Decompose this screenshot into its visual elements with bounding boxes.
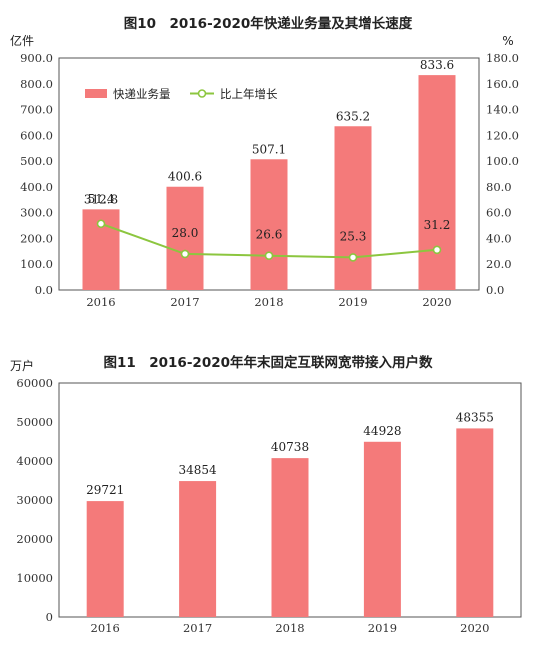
- chart2-left-tick-label: 30000: [16, 493, 53, 507]
- chart2-x-tick-label: 2018: [275, 621, 304, 635]
- chart1-growth-value-label: 31.2: [424, 218, 451, 232]
- chart2-x-tick-label: 2019: [368, 621, 397, 635]
- chart1-legend-bar-swatch: [85, 89, 107, 98]
- chart2-left-tick-label: 10000: [16, 571, 53, 585]
- chart2-bar: [179, 481, 217, 617]
- chart1-plot: 0.0 100.0 200.0 300.0 400.0 500.0 600.0 700.0 80…: [20, 51, 519, 309]
- chart1-x-tick-label: 2017: [170, 295, 199, 309]
- chart1-right-unit: %: [502, 34, 513, 48]
- chart1-left-tick-label: 700.0: [20, 103, 53, 117]
- chart2-bar-value-label: 44928: [363, 424, 401, 438]
- chart1-right-tick-label: 140.0: [486, 103, 519, 117]
- chart1-right-tick-label: 60.0: [486, 206, 512, 220]
- chart1-left-tick-label: 800.0: [20, 77, 53, 91]
- chart1-bar: [250, 159, 288, 290]
- chart2-plot: 0 10000 20000 30000 40000 50000 60000 29721 2016…: [16, 376, 522, 635]
- chart2-left-tick-label: 20000: [16, 532, 53, 546]
- chart2-left-tick-label: 60000: [16, 376, 53, 390]
- chart1-bar: [334, 126, 372, 290]
- chart2-x-tick-label: 2020: [460, 621, 489, 635]
- chart2-left-unit: 万户: [10, 358, 34, 373]
- chart1-left-tick-label: 0.0: [35, 283, 53, 297]
- chart1-right-tick-label: 100.0: [486, 154, 519, 168]
- chart1-bar: [166, 186, 204, 290]
- chart1-right-tick-label: 20.0: [486, 257, 512, 271]
- chart2-bar: [86, 501, 124, 617]
- chart1-right-tick-label: 80.0: [486, 180, 512, 194]
- chart1-growth-value-label: 28.0: [172, 226, 199, 240]
- chart2-bar-value-label: 34854: [179, 463, 218, 477]
- chart1-x-tick-label: 2019: [338, 295, 367, 309]
- chart2-bar: [363, 441, 401, 617]
- chart2-title: 图11 2016-2020年年末固定互联网宽带接入用户数: [103, 354, 433, 371]
- chart1-growth-point: [180, 249, 190, 259]
- chart1-left-tick-label: 100.0: [20, 257, 53, 271]
- chart1-growth-point: [348, 253, 358, 262]
- chart1-left-tick-label: 200.0: [20, 231, 53, 245]
- chart1-right-tick-label: 0.0: [486, 283, 504, 297]
- chart1-legend-line-marker: [197, 89, 207, 98]
- chart2-x-tick-label: 2016: [91, 621, 120, 635]
- chart2-bar: [271, 458, 309, 617]
- chart1-right-tick-label: 180.0: [486, 51, 519, 65]
- chart1-bar-value-label: 833.6: [420, 58, 454, 72]
- chart2-bar-value-label: 40738: [271, 440, 309, 454]
- chart1-title: 图10 2016-2020年快递业务量及其增长速度: [124, 15, 413, 32]
- chart1-growth-point: [96, 219, 106, 229]
- chart2-left-tick-label: 40000: [16, 454, 53, 468]
- chart1-left-tick-label: 600.0: [20, 128, 53, 142]
- chart1-left-unit: 亿件: [10, 33, 34, 48]
- chart1-bar-value-label: 400.6: [168, 170, 202, 184]
- chart1-bar-value-label: 635.2: [336, 109, 370, 123]
- chart1-growth-value-label: 26.6: [256, 228, 283, 242]
- chart1-bar-value-label: 507.1: [252, 142, 286, 156]
- chart2-bar-value-label: 48355: [456, 410, 494, 424]
- chart1-right-tick-label: 120.0: [486, 128, 519, 142]
- chart1-left-tick-label: 900.0: [20, 51, 53, 65]
- chart1-growth-value-label: 51.4: [88, 192, 115, 206]
- chart2-bar: [456, 428, 494, 617]
- chart2-x-tick-label: 2017: [183, 621, 212, 635]
- chart1-legend-bar-label: 快递业务量: [113, 87, 171, 101]
- chart1-left-tick-label: 500.0: [20, 154, 53, 168]
- chart1-left-tick-label: 400.0: [20, 180, 53, 194]
- chart1-growth-value-label: 25.3: [340, 229, 367, 243]
- chart2-left-tick-label: 0: [46, 610, 53, 624]
- chart1-x-tick-label: 2020: [422, 295, 451, 309]
- chart2-left-tick-label: 50000: [16, 415, 53, 429]
- chart1-bar-value-label: 312.8: [84, 192, 118, 206]
- chart1-growth-point: [432, 245, 442, 255]
- chart1-x-tick-label: 2016: [86, 295, 115, 309]
- chart2-bar-value-label: 29721: [86, 483, 124, 497]
- chart1-right-tick-label: 40.0: [486, 231, 512, 245]
- chart1-growth-point: [264, 251, 274, 261]
- chart1-left-tick-label: 300.0: [20, 206, 53, 220]
- chart1-right-tick-label: 160.0: [486, 77, 519, 91]
- chart1-legend-line-label: 比上年增长: [220, 87, 278, 101]
- chart1-bar: [418, 75, 456, 290]
- chart1-x-tick-label: 2018: [254, 295, 283, 309]
